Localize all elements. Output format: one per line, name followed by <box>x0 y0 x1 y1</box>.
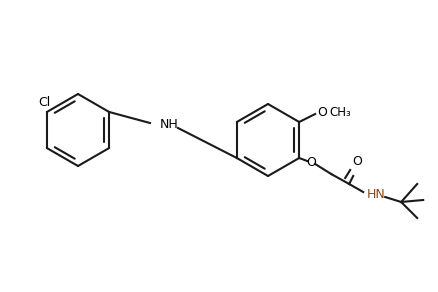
Text: NH: NH <box>160 119 179 131</box>
Text: HN: HN <box>367 187 386 201</box>
Text: O: O <box>306 156 316 168</box>
Text: Cl: Cl <box>39 96 51 109</box>
Text: CH₃: CH₃ <box>329 105 351 119</box>
Text: O: O <box>317 105 327 119</box>
Text: O: O <box>352 155 362 168</box>
